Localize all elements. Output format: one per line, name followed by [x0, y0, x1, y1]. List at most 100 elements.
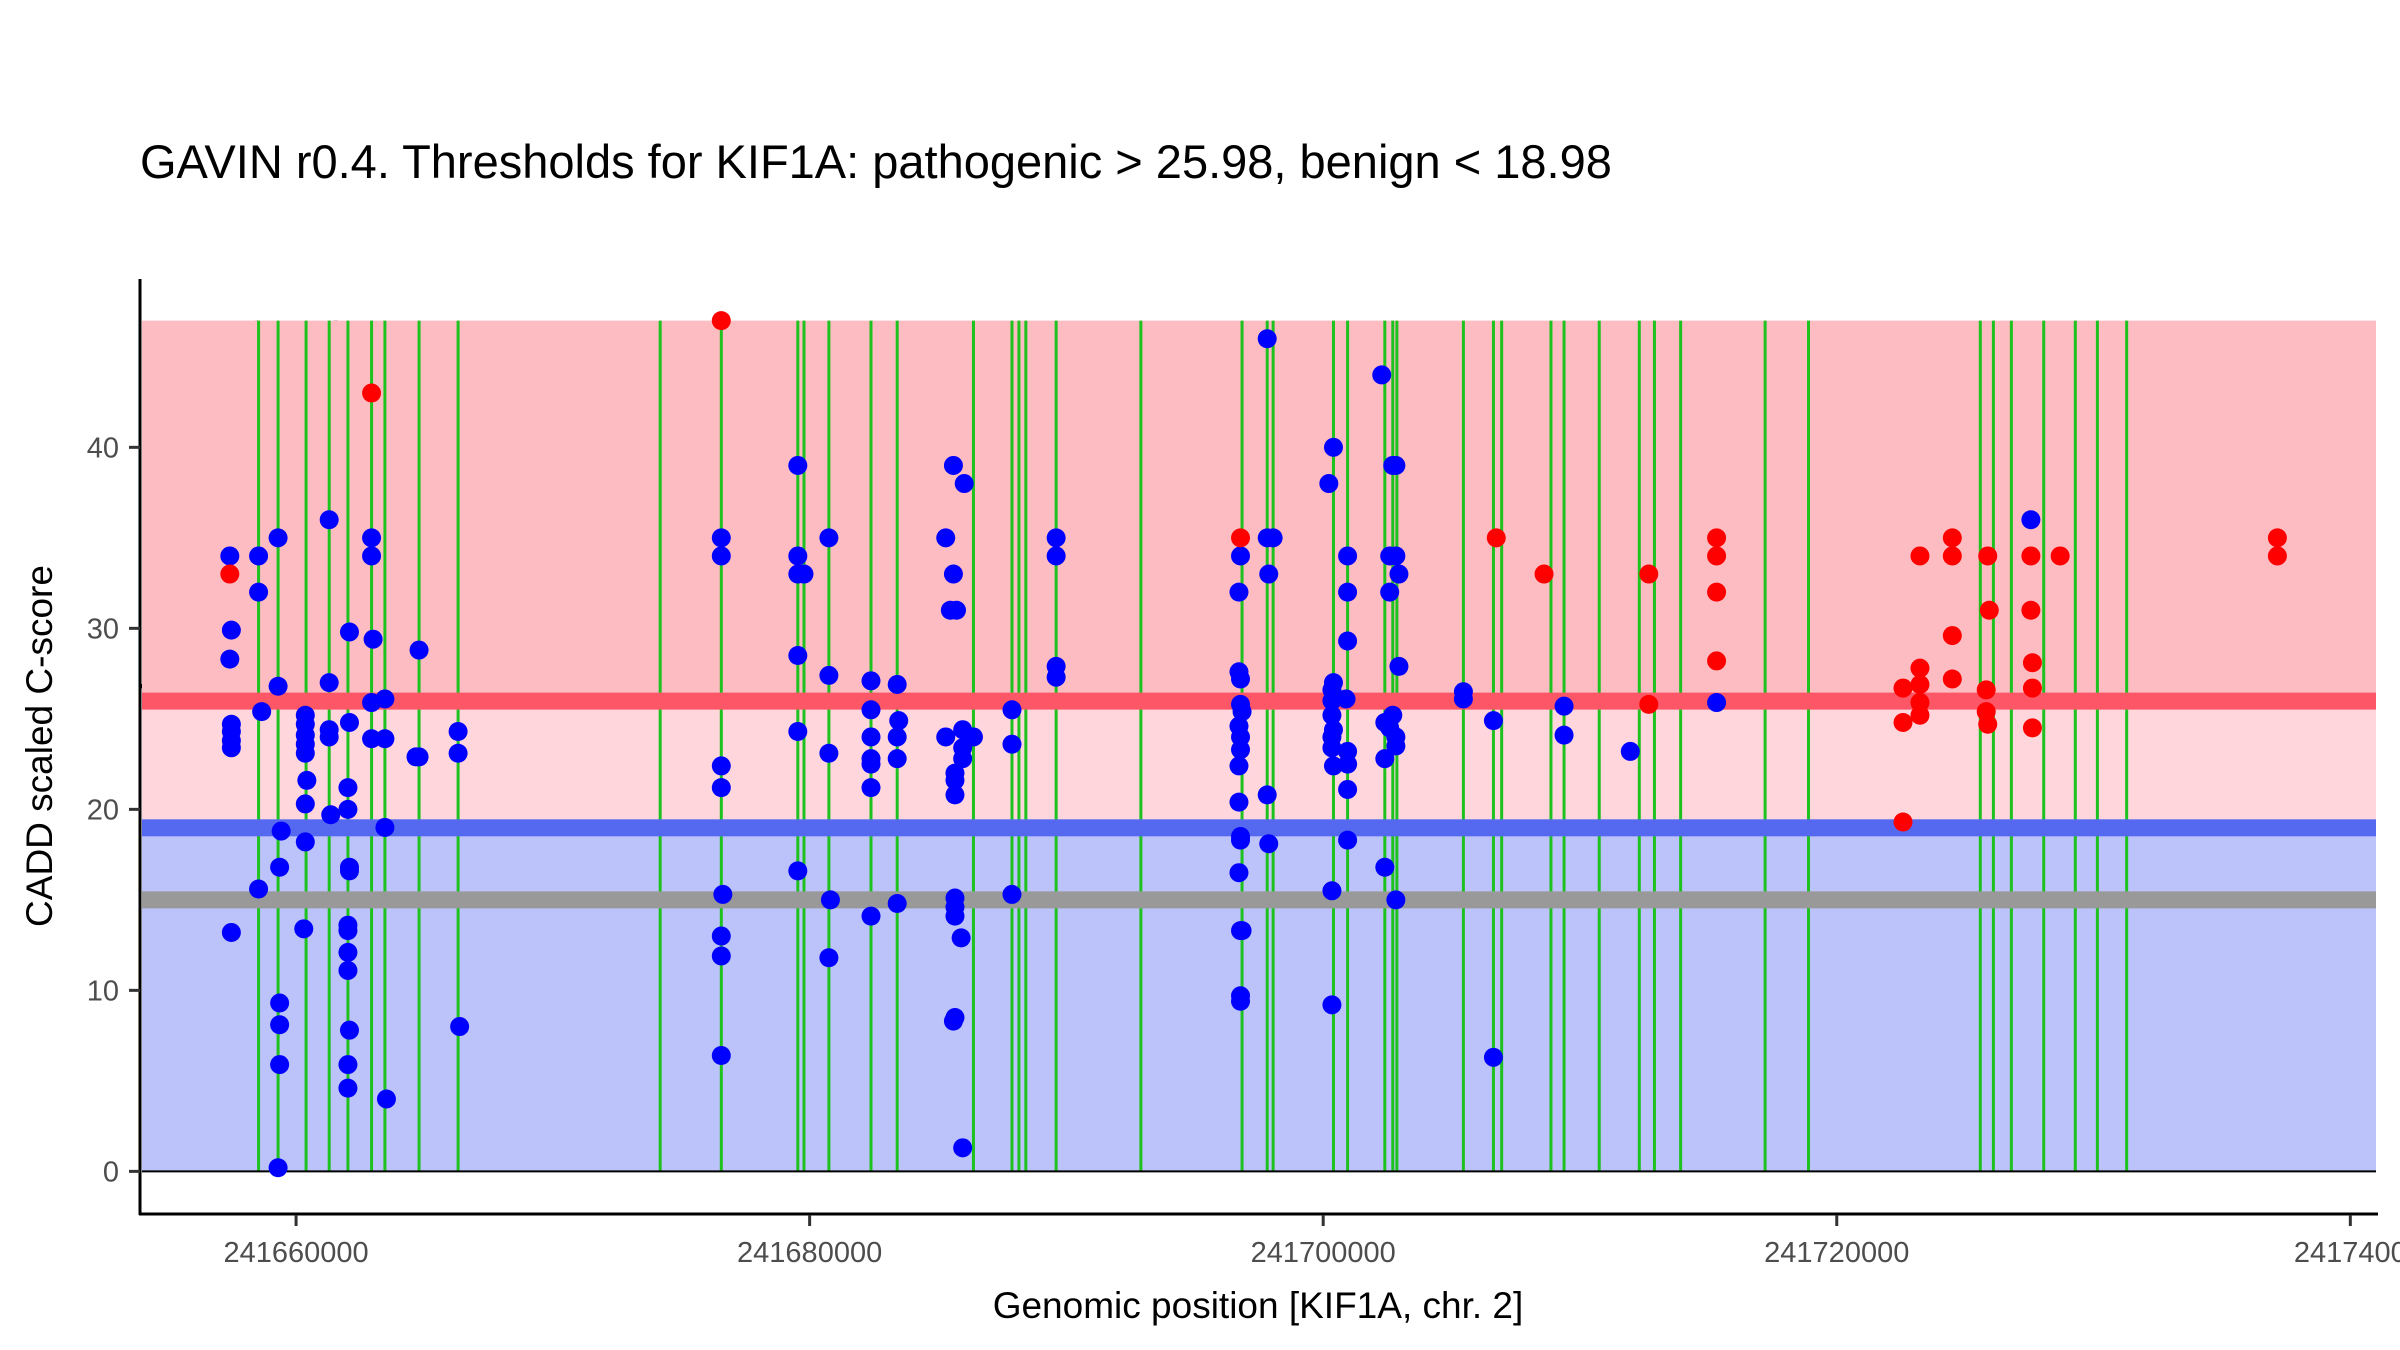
y-ticks: 0 10 20 30 40 — [87, 432, 140, 1188]
gnomad-point — [448, 722, 468, 742]
y-axis-title: CADD scaled C-score — [19, 565, 60, 927]
clinvar-point — [1486, 528, 1506, 548]
gnomad-point — [1372, 365, 1392, 385]
gnomad-point — [887, 674, 907, 694]
gnomad-point — [1229, 582, 1249, 602]
gnomad-point — [788, 861, 808, 881]
gnomad-point — [1229, 792, 1249, 812]
gnomad-point — [936, 528, 956, 548]
gnomad-point — [1322, 691, 1342, 711]
gnomad-point — [711, 756, 731, 776]
gnomad-point — [945, 906, 965, 926]
gnomad-point — [1707, 693, 1727, 713]
gnomad-point — [249, 879, 269, 899]
gnomad-point — [1554, 725, 1574, 745]
gnomad-point — [819, 743, 839, 763]
gnomad-point — [1338, 582, 1358, 602]
gnomad-point — [1229, 863, 1249, 883]
axes — [138, 279, 2378, 1216]
gnomad-point — [362, 546, 382, 566]
gnomad-point — [270, 1055, 290, 1075]
clinvar-point — [1707, 528, 1727, 548]
clinvar-point — [2021, 600, 2041, 620]
gnomad-point — [1375, 857, 1395, 877]
gnomad-point — [953, 1138, 973, 1158]
gnomad-point — [887, 727, 907, 747]
gnomad-point — [1386, 455, 1406, 475]
gnomad-point — [943, 564, 963, 584]
gnomad-point — [270, 857, 290, 877]
x-ticks: 241660000 241680000 241700000 241720000 2417… — [223, 1215, 2400, 1269]
gnomad-point — [819, 528, 839, 548]
gnomad-point — [294, 919, 314, 939]
gnomad-point — [947, 600, 967, 620]
gnomad-point — [448, 743, 468, 763]
clinvar-point — [2022, 653, 2042, 673]
gnomad-point — [1002, 884, 1022, 904]
clinvar-point — [1893, 812, 1913, 832]
clinvar-point — [2050, 546, 2070, 566]
gnomad-point — [1229, 756, 1249, 776]
gnomad-point — [1338, 754, 1358, 774]
gnomad-point — [338, 960, 358, 980]
gnomad-point — [375, 817, 395, 837]
pathogenic-region — [142, 320, 2376, 702]
y-tick-label: 40 — [87, 432, 119, 464]
clinvar-point — [1942, 669, 1962, 689]
gnomad-point — [1483, 711, 1503, 731]
gnomad-point — [270, 1015, 290, 1035]
gnomad-point — [1046, 528, 1066, 548]
gnomad-point — [270, 993, 290, 1013]
gnomad-point — [861, 727, 881, 747]
clinvar-point — [1639, 694, 1659, 714]
gnomad-point — [375, 689, 395, 709]
gnomad-point — [1380, 718, 1400, 738]
fallback-threshold-line — [142, 891, 2376, 909]
clinvar-point — [1942, 546, 1962, 566]
clinvar-point — [1978, 714, 1998, 734]
gnomad-point — [1338, 631, 1358, 651]
gnomad-point — [220, 649, 240, 669]
gnomad-point — [951, 928, 971, 948]
clinvar-point — [1978, 546, 1998, 566]
gnomad-point — [711, 546, 731, 566]
benign-threshold-line — [142, 819, 2376, 837]
gnomad-point — [252, 702, 272, 722]
clinvar-point — [1910, 674, 1930, 694]
gnomad-point — [887, 749, 907, 769]
gnomad-point — [338, 921, 358, 941]
gnomad-point — [1386, 890, 1406, 910]
clinvar-point — [1979, 600, 1999, 620]
clinvar-point — [1231, 528, 1251, 548]
y-tick-label: 10 — [87, 975, 119, 1007]
gnomad-point — [819, 948, 839, 968]
clinvar-point — [1707, 546, 1727, 566]
gnomad-point — [1375, 749, 1395, 769]
gnomad-point — [1386, 736, 1406, 756]
gnomad-point — [711, 528, 731, 548]
clinvar-point — [2021, 546, 2041, 566]
gnomad-point — [1322, 705, 1342, 725]
x-tick-label: 241720000 — [1764, 1237, 1909, 1269]
data-points — [220, 311, 2287, 1178]
gnomad-point — [339, 1020, 359, 1040]
gnomad-point — [945, 785, 965, 805]
gnomad-point — [1002, 734, 1022, 754]
gnomad-point — [1259, 834, 1279, 854]
gnomad-point — [295, 832, 315, 852]
clinvar-point — [1639, 564, 1659, 584]
gnomad-point — [788, 645, 808, 665]
gnomad-point — [1620, 741, 1640, 761]
gnomad-point — [1386, 546, 1406, 566]
gnomad-point — [1322, 995, 1342, 1015]
gnomad-point — [1483, 1047, 1503, 1067]
threshold-regions — [142, 320, 2376, 1172]
gnomad-point — [1323, 437, 1343, 457]
gnomad-point — [889, 711, 909, 731]
gnomad-point — [362, 528, 382, 548]
gnomad-point — [295, 743, 315, 763]
x-tick-label: 241680000 — [737, 1237, 882, 1269]
gnomad-point — [338, 942, 358, 962]
gnomad-point — [1336, 689, 1356, 709]
